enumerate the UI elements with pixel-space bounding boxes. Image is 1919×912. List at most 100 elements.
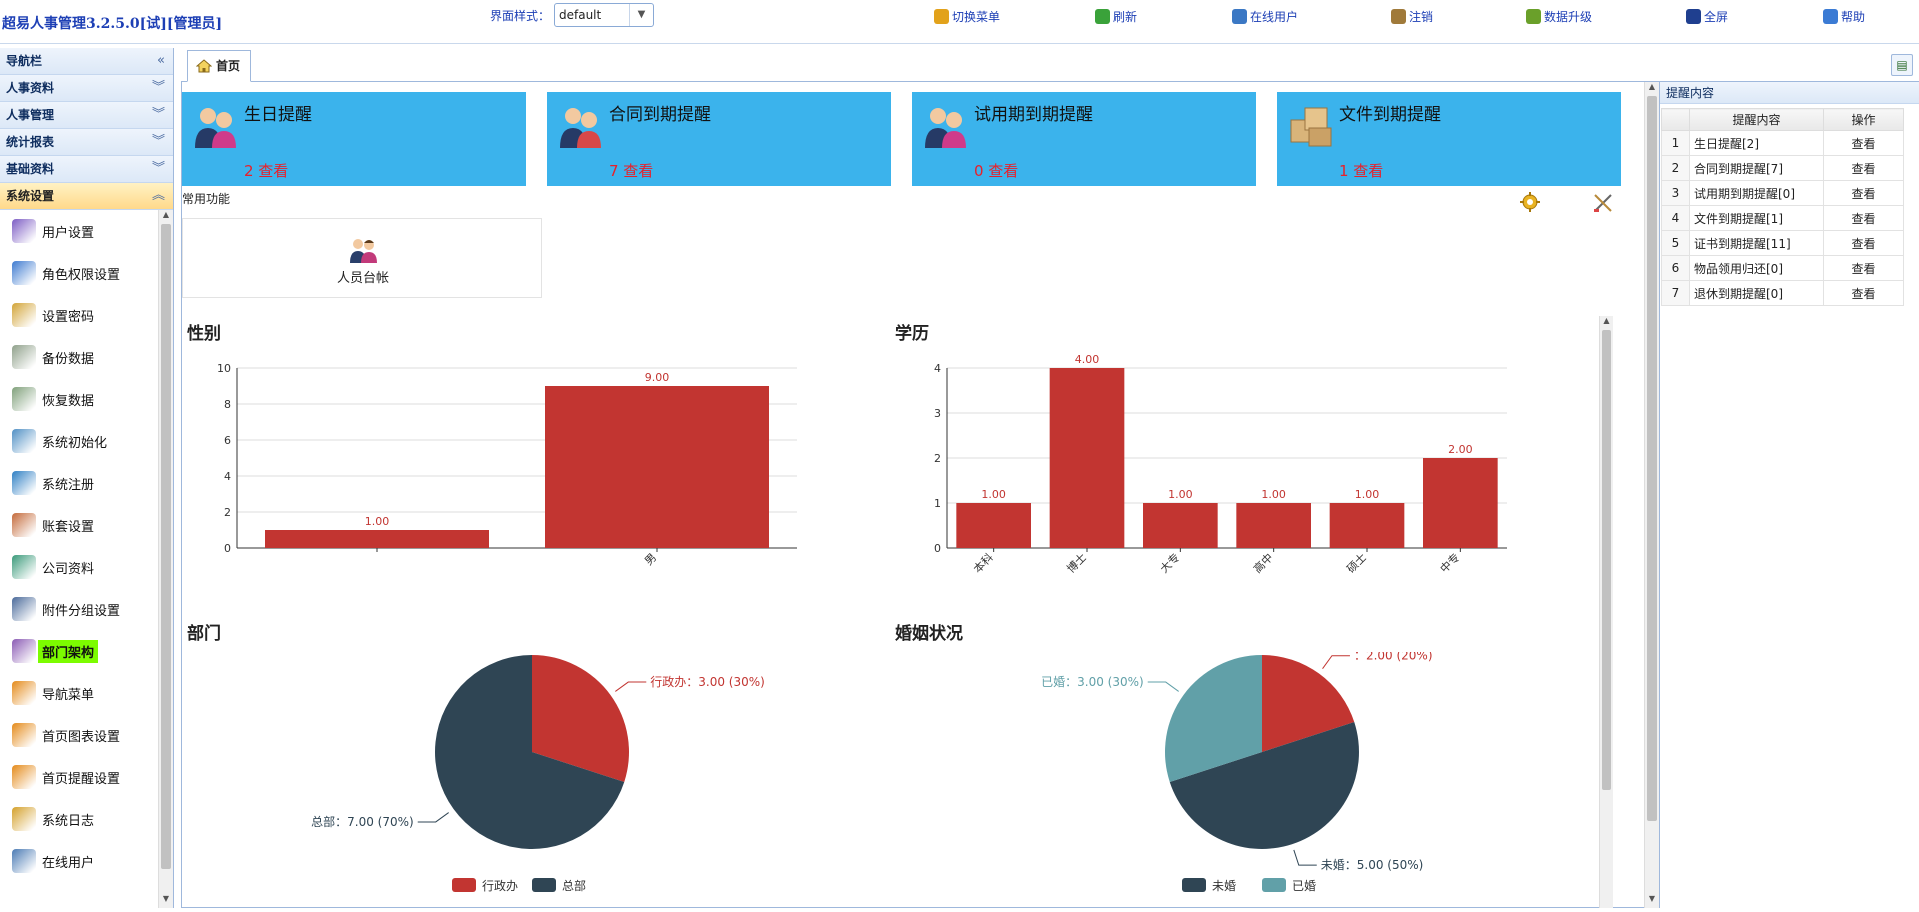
- toolbar-refresh-button[interactable]: 刷新: [1095, 8, 1137, 25]
- common-functions-label: 常用功能: [182, 192, 231, 206]
- sidebar-section-2[interactable]: 人事管理 ︾: [0, 102, 173, 129]
- legend-label[interactable]: 已婚: [1292, 879, 1316, 893]
- row-view-link[interactable]: 查看: [1823, 180, 1904, 206]
- scroll-thumb[interactable]: [1602, 330, 1611, 790]
- bar[interactable]: [1329, 503, 1405, 548]
- sidebar-item-label: 系统日志: [42, 813, 95, 829]
- scroll-thumb[interactable]: [161, 224, 171, 869]
- sidebar-item-home-reminder-settings[interactable]: 首页提醒设置: [0, 756, 158, 798]
- sidebar-item-account-set[interactable]: 账套设置: [0, 504, 158, 546]
- legend-swatch[interactable]: [1262, 878, 1286, 892]
- sidebar-section-1[interactable]: 人事资料 ︾: [0, 75, 173, 102]
- row-view-link[interactable]: 查看: [1823, 255, 1904, 281]
- sidebar-section-label: 人事管理: [6, 108, 55, 122]
- pie-slice[interactable]: [435, 655, 625, 849]
- sidebar-scrollbar[interactable]: ▲ ▼: [158, 210, 173, 908]
- bar[interactable]: [265, 530, 489, 548]
- personnel-ledger-shortcut[interactable]: 人员台帐: [313, 235, 413, 286]
- sidebar-item-nav-menu[interactable]: 导航菜单: [0, 672, 158, 714]
- sidebar-section-4[interactable]: 基础资料 ︾: [0, 156, 173, 183]
- row-view-link[interactable]: 查看: [1823, 155, 1904, 181]
- sidebar-section-0[interactable]: 导航栏 «: [0, 48, 173, 75]
- tab-home[interactable]: 首页: [187, 50, 251, 82]
- legend-swatch[interactable]: [1182, 878, 1206, 892]
- charts-scrollbar[interactable]: ▲: [1599, 316, 1613, 908]
- sidebar-item-system-log[interactable]: 系统日志: [0, 798, 158, 840]
- sidebar-item-department-structure[interactable]: 部门架构: [0, 630, 158, 672]
- scroll-down-arrow-icon[interactable]: ▼: [1648, 894, 1656, 903]
- row-view-link[interactable]: 查看: [1823, 130, 1904, 156]
- row-view-link[interactable]: 查看: [1823, 280, 1904, 306]
- sidebar-item-label: 角色权限设置: [42, 267, 121, 283]
- pie-slice[interactable]: [1169, 722, 1359, 849]
- y-tick-label: 2: [934, 452, 941, 465]
- system-log-icon: [12, 807, 36, 831]
- reminder-card-title: 文件到期提醒: [1339, 105, 1441, 125]
- pie-slice[interactable]: [1262, 655, 1355, 752]
- legend-label[interactable]: 行政办: [482, 878, 518, 893]
- sidebar-item-key[interactable]: 设置密码: [0, 294, 158, 336]
- bar[interactable]: [545, 386, 769, 548]
- reminder-card-view-link[interactable]: 1 查看: [1339, 162, 1384, 180]
- row-view-link[interactable]: 查看: [1823, 205, 1904, 231]
- reminder-card-view-link[interactable]: 0 查看: [974, 162, 1019, 180]
- sidebar-item-system-init[interactable]: 系统初始化: [0, 420, 158, 462]
- sidebar-section-3[interactable]: 统计报表 ︾: [0, 129, 173, 156]
- pie-slice[interactable]: [532, 655, 629, 782]
- reminder-panel-title: 提醒内容: [1660, 82, 1919, 104]
- row-content: 物品领用归还[0]: [1689, 255, 1824, 281]
- sidebar-item-home-chart-settings[interactable]: 首页图表设置: [0, 714, 158, 756]
- toolbar-help-button[interactable]: 帮助: [1823, 8, 1865, 25]
- sidebar-item-company-info[interactable]: 公司资料: [0, 546, 158, 588]
- bar[interactable]: [956, 503, 1031, 548]
- sidebar-item-backup-database[interactable]: 备份数据: [0, 336, 158, 378]
- bar[interactable]: [1423, 458, 1498, 548]
- chevron-down-icon[interactable]: ▼: [629, 4, 653, 26]
- sidebar-item-role-permission[interactable]: 角色权限设置: [0, 252, 158, 294]
- row-view-link[interactable]: 查看: [1823, 230, 1904, 256]
- bar[interactable]: [1143, 503, 1218, 548]
- toolbar-logout-button[interactable]: 注销: [1391, 8, 1433, 25]
- main-scrollbar[interactable]: ▲ ▼: [1644, 82, 1659, 908]
- sidebar-section-5[interactable]: 系统设置 ︽: [0, 183, 173, 210]
- slice-label: 未婚：5.00 (50%): [1321, 858, 1424, 872]
- legend-swatch[interactable]: [532, 878, 556, 892]
- sidebar-item-attachment-group[interactable]: 附件分组设置: [0, 588, 158, 630]
- table-header-content: 提醒内容: [1689, 108, 1824, 131]
- pie-slice[interactable]: [1165, 655, 1262, 782]
- edit-tools-icon[interactable]: [1592, 192, 1614, 214]
- style-select[interactable]: default ▼: [554, 3, 654, 27]
- toolbar-data-upgrade-button[interactable]: 数据升级: [1526, 8, 1592, 25]
- account-set-icon: [12, 513, 36, 537]
- toolbar-online-users-button[interactable]: 在线用户: [1232, 8, 1298, 25]
- scroll-down-arrow-icon[interactable]: ▼: [162, 894, 170, 903]
- scroll-up-arrow-icon[interactable]: ▲: [1648, 82, 1656, 91]
- legend-swatch[interactable]: [452, 878, 476, 892]
- bar[interactable]: [1236, 503, 1311, 548]
- scroll-thumb[interactable]: [1647, 96, 1657, 821]
- x-tick-label: 硕士: [1344, 551, 1369, 576]
- row-index: 4: [1661, 205, 1690, 231]
- gear-icon[interactable]: [1520, 192, 1540, 212]
- reminder-card-title: 合同到期提醒: [609, 105, 711, 125]
- panel-toggle-icon[interactable]: ▤: [1891, 54, 1913, 76]
- sidebar-item-label: 系统注册: [42, 477, 95, 493]
- chevron-icon: ︾: [151, 134, 165, 149]
- sidebar-item-register[interactable]: 系统注册: [0, 462, 158, 504]
- legend-label[interactable]: 总部: [562, 878, 586, 893]
- sidebar-item-user-settings[interactable]: 用户设置: [0, 210, 158, 252]
- toolbar-switch-menu-button[interactable]: 切换菜单: [934, 8, 1000, 25]
- reminder-panel: 提醒内容 提醒内容 操作 1 生日提醒[2] 查看 2 合同到期提醒[7] 查看 3 试用期到…: [1659, 82, 1919, 908]
- reminder-card-view-link[interactable]: 7 查看: [609, 162, 654, 180]
- toolbar-fullscreen-button[interactable]: 全屏: [1686, 8, 1728, 25]
- reminder-card-view-link[interactable]: 2 查看: [244, 162, 289, 180]
- reminder-card-2: 试用期到期提醒 0 查看: [912, 92, 1256, 186]
- scroll-up-arrow-icon[interactable]: ▲: [162, 210, 170, 219]
- sidebar-item-online-user[interactable]: 在线用户: [0, 840, 158, 882]
- legend-label[interactable]: 未婚: [1212, 879, 1236, 893]
- slice-label: 行政办：3.00 (30%): [650, 674, 765, 689]
- y-tick-label: 10: [217, 362, 231, 375]
- bar[interactable]: [1049, 368, 1125, 548]
- sidebar-item-restore-database[interactable]: 恢复数据: [0, 378, 158, 420]
- scroll-up-arrow-icon[interactable]: ▲: [1603, 316, 1610, 325]
